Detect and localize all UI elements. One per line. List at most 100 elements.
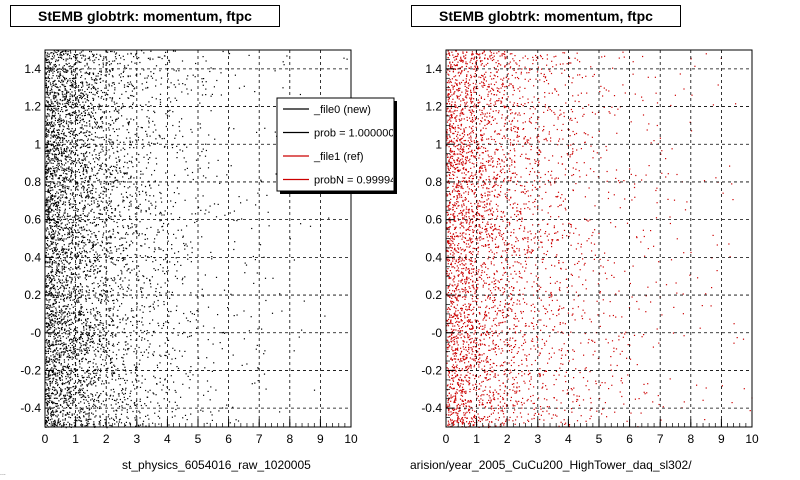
data-point: [57, 101, 59, 103]
data-point: [57, 148, 59, 150]
data-point: [174, 252, 176, 254]
data-point: [106, 237, 108, 239]
data-point: [56, 322, 58, 324]
data-point: [111, 212, 113, 214]
data-point: [110, 317, 112, 319]
data-point: [60, 347, 62, 350]
data-point: [94, 261, 96, 263]
data-point: [70, 235, 72, 237]
data-point: [101, 186, 103, 188]
data-point: [199, 102, 201, 104]
data-point: [68, 383, 70, 385]
data-point: [68, 128, 70, 130]
data-point: [58, 354, 61, 356]
data-point: [74, 160, 76, 162]
data-point: [138, 234, 140, 237]
data-point: [171, 248, 173, 250]
data-point: [261, 328, 263, 330]
data-point: [61, 184, 63, 186]
data-point: [55, 139, 57, 141]
data-point: [75, 186, 77, 188]
data-point: [162, 267, 164, 269]
data-point: [53, 422, 55, 424]
data-point: [147, 414, 149, 416]
data-point: [63, 369, 65, 371]
data-point: [73, 400, 75, 402]
data-point: [55, 142, 58, 144]
data-point: [68, 243, 70, 245]
data-point: [45, 72, 47, 74]
data-point: [51, 261, 54, 263]
data-point: [50, 137, 52, 139]
data-point: [74, 246, 76, 248]
data-point: [143, 156, 145, 158]
data-point: [82, 311, 84, 313]
data-point: [244, 262, 246, 264]
data-point: [92, 341, 94, 343]
data-point: [88, 239, 91, 241]
data-point: [103, 232, 105, 234]
data-point: [49, 200, 51, 202]
data-point: [98, 106, 100, 108]
data-point: [81, 57, 83, 59]
data-point: [65, 266, 67, 268]
data-point: [48, 215, 50, 218]
data-point: [57, 271, 59, 273]
data-point: [138, 363, 140, 365]
data-point: [50, 322, 52, 324]
data-point: [66, 155, 68, 158]
data-point: [105, 291, 107, 293]
data-point: [74, 247, 76, 249]
data-point: [86, 413, 88, 415]
data-point: [165, 113, 167, 115]
data-point: [142, 311, 144, 313]
data-point: [46, 249, 48, 251]
data-point: [119, 245, 121, 247]
data-point: [88, 84, 90, 86]
data-point: [98, 421, 100, 423]
data-point: [65, 427, 67, 429]
data-point: [53, 57, 55, 59]
data-point: [122, 201, 124, 203]
data-point: [128, 124, 130, 126]
data-point: [48, 222, 50, 224]
data-point: [119, 159, 121, 161]
data-point: [131, 61, 133, 63]
data-point: [64, 224, 67, 226]
data-point: [94, 225, 96, 227]
data-point: [57, 263, 59, 265]
data-point: [73, 289, 75, 291]
data-point: [97, 343, 99, 345]
data-point: [48, 131, 50, 133]
data-point: [105, 191, 107, 193]
data-point: [53, 125, 55, 127]
data-point: [132, 410, 134, 413]
data-point: [59, 140, 61, 142]
data-point: [45, 176, 47, 179]
data-point: [109, 291, 112, 293]
data-point: [222, 50, 224, 53]
data-point: [175, 257, 177, 259]
data-point: [85, 169, 87, 171]
data-point: [92, 244, 94, 246]
data-point: [46, 305, 48, 307]
data-point: [102, 322, 104, 324]
data-point: [61, 151, 63, 154]
data-point: [73, 54, 75, 56]
data-point: [123, 141, 125, 143]
data-point: [62, 153, 64, 155]
data-point: [88, 275, 90, 277]
data-point: [91, 183, 93, 185]
data-point: [79, 311, 81, 313]
data-point: [160, 212, 162, 214]
data-point: [62, 229, 64, 231]
data-point: [187, 75, 189, 77]
data-point: [89, 251, 91, 253]
data-point: [138, 57, 140, 59]
data-point: [93, 315, 95, 317]
data-point: [113, 280, 115, 282]
data-point: [51, 293, 53, 295]
data-point: [49, 150, 51, 152]
data-point: [75, 86, 77, 88]
data-point: [70, 57, 72, 60]
